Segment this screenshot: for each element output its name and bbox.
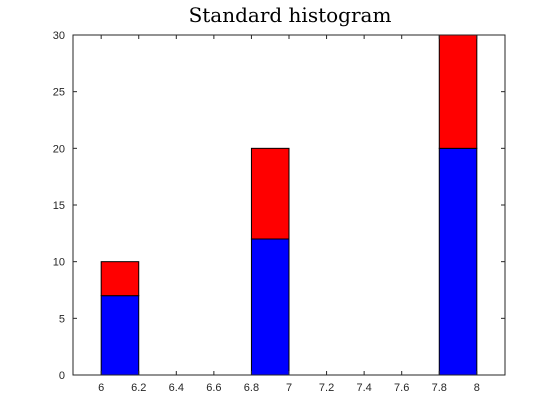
x-tick-label: 6.6 (206, 382, 221, 394)
x-tick-label: 7.4 (356, 382, 371, 394)
x-tick-label: 7.2 (319, 382, 334, 394)
y-tick-label: 0 (59, 370, 65, 382)
x-tick-label: 7.6 (394, 382, 409, 394)
x-tick-label: 6.4 (169, 382, 184, 394)
y-axis: 0 5 10 15 20 25 30 (53, 30, 505, 382)
x-tick-label: 6 (98, 382, 104, 394)
bar-segment-1-0 (250, 238, 290, 376)
x-tick-label: 6.8 (244, 382, 259, 394)
bar-segment-1-1 (250, 147, 290, 240)
x-tick-label: 6.2 (131, 382, 146, 394)
chart-title: Standard histogram (189, 3, 392, 27)
bar-segment-0-0 (100, 295, 140, 376)
x-tick-label: 7.8 (432, 382, 447, 394)
y-tick-label: 10 (53, 257, 65, 269)
bars-layer (100, 34, 478, 376)
x-tick-label: 7 (286, 382, 292, 394)
x-axis: 6 6.2 6.4 6.6 6.8 7 7.2 7.4 7.6 7.8 8 (98, 35, 480, 394)
x-tick-label: 8 (474, 382, 480, 394)
bar-segment-2-1 (438, 34, 478, 149)
y-tick-label: 5 (59, 313, 65, 325)
bar-segment-2-0 (438, 147, 478, 376)
y-tick-label: 20 (53, 143, 65, 155)
y-tick-label: 30 (53, 30, 65, 42)
y-tick-label: 15 (53, 200, 65, 212)
y-tick-label: 25 (53, 87, 65, 99)
bar-segment-0-1 (100, 261, 140, 297)
